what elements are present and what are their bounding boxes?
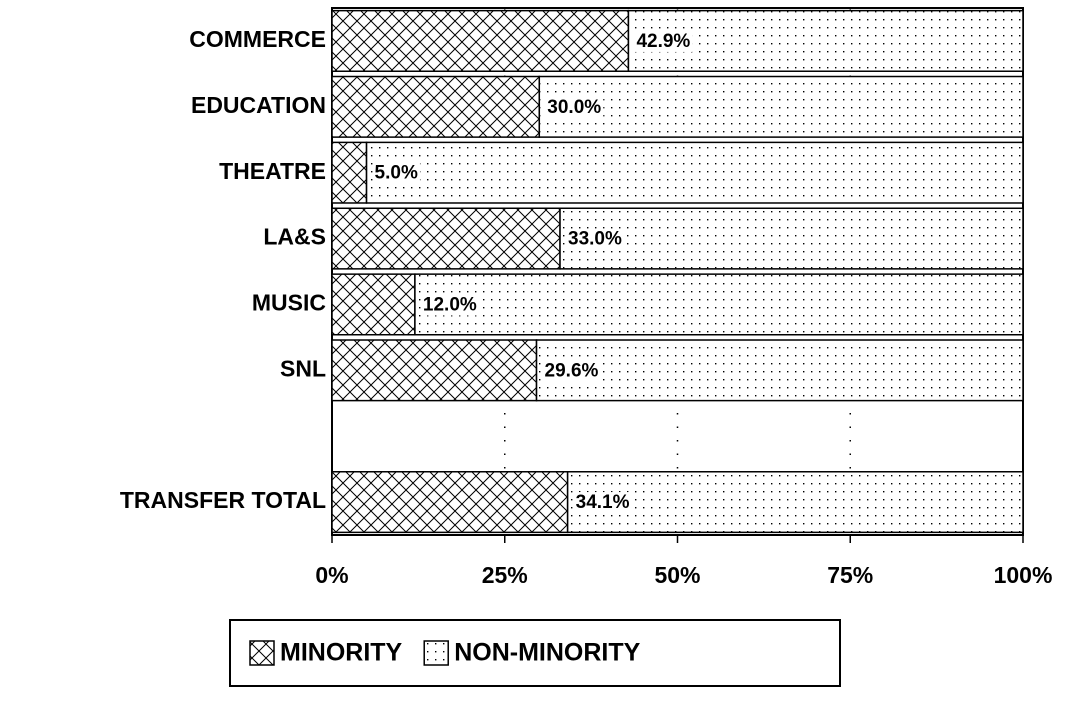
bar-segment [331, 9, 630, 72]
data-label-bg [634, 30, 693, 52]
y-tick-label: LA&S [263, 224, 326, 250]
bar-segment [627, 9, 1024, 72]
data-label-bg [573, 492, 632, 514]
bar-segment [331, 75, 541, 138]
y-tick-label: TRANSFER TOTAL [120, 487, 326, 513]
data-label: 33.0% [568, 229, 622, 250]
bar-segment [331, 141, 368, 204]
y-tick-label: COMMERCE [189, 26, 326, 52]
x-tick-label: 25% [482, 562, 528, 588]
data-label: 12.0% [423, 294, 477, 315]
bar-segment [365, 141, 1024, 204]
data-label-bg [545, 96, 604, 118]
data-label: 29.6% [545, 360, 599, 381]
y-tick-label: THEATRE [219, 158, 326, 184]
data-label: 42.9% [636, 31, 690, 52]
y-tick-label: SNL [280, 355, 326, 381]
labels: 0% 25% 50% 75% 100% COMMERCE 42.9% EDUCATION 30.… [120, 26, 1053, 588]
bar-segment [414, 273, 1024, 336]
legend-label: NON-MINORITY [454, 639, 640, 667]
x-tick-label: 75% [827, 562, 873, 588]
data-label-bg [372, 162, 420, 184]
y-tick-label: EDUCATION [191, 92, 326, 118]
data-label: 30.0% [547, 97, 601, 118]
data-label-bg [420, 294, 479, 316]
bar-segment [538, 75, 1024, 138]
bar-segment [535, 339, 1024, 402]
bar-segment [331, 471, 569, 534]
x-tick-label: 0% [315, 562, 348, 588]
bar-segment [559, 207, 1024, 270]
legend-swatch [423, 640, 449, 666]
bar-segment [331, 273, 416, 336]
bars [331, 9, 1024, 534]
data-label-bg [566, 228, 625, 250]
legend-box [229, 619, 841, 687]
data-label: 34.1% [576, 492, 630, 513]
x-tick-label: 50% [654, 562, 700, 588]
legend: MINORITY NON-MINORITY [249, 639, 641, 667]
y-tick-label: MUSIC [252, 290, 326, 316]
data-label-bg [542, 360, 601, 382]
data-label: 5.0% [375, 163, 418, 184]
bar-segment [566, 471, 1024, 534]
bar-segment [331, 207, 561, 270]
legend-swatch [249, 640, 275, 666]
x-tick-label: 100% [994, 562, 1053, 588]
legend-label: MINORITY [280, 639, 403, 667]
bar-segment [331, 339, 538, 402]
grid [331, 8, 1024, 543]
